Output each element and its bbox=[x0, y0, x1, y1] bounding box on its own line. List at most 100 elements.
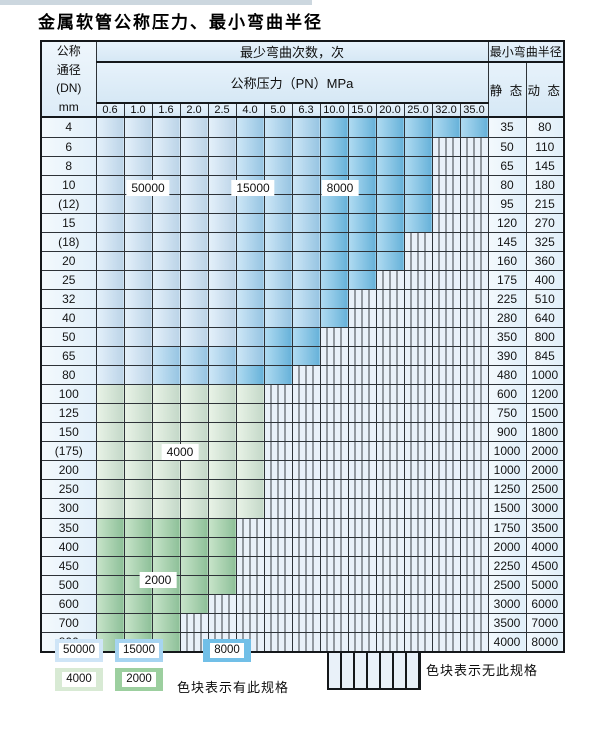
spec-cell bbox=[123, 403, 153, 424]
spec-cell bbox=[207, 212, 237, 233]
spec-cell-none bbox=[403, 384, 433, 405]
dn-cell: 25 bbox=[40, 269, 97, 290]
spec-cell bbox=[347, 136, 377, 157]
spec-cell bbox=[95, 536, 125, 557]
spec-cell bbox=[291, 346, 321, 367]
spec-cell bbox=[123, 269, 153, 290]
spec-cell-none bbox=[291, 631, 321, 653]
spec-cell-none bbox=[431, 536, 461, 557]
spec-cell-none bbox=[431, 307, 461, 329]
spec-cell bbox=[123, 517, 153, 538]
legend-swatch-label: 8000 bbox=[210, 643, 244, 658]
static-radius-cell: 80 bbox=[487, 174, 527, 195]
spec-cell bbox=[431, 116, 461, 138]
spec-cell-none bbox=[263, 422, 293, 443]
spec-cell bbox=[123, 136, 153, 157]
dynamic-radius-cell: 270 bbox=[525, 212, 565, 233]
spec-cell-none bbox=[319, 555, 349, 576]
spec-cell bbox=[263, 136, 293, 157]
spec-cell bbox=[179, 441, 209, 462]
dynamic-radius-cell: 5000 bbox=[525, 574, 565, 595]
static-radius-cell: 600 bbox=[487, 384, 527, 405]
spec-cell-none bbox=[431, 460, 461, 481]
spec-cell-none bbox=[403, 269, 433, 290]
pressure-tick: 15.0 bbox=[347, 102, 377, 119]
spec-cell bbox=[347, 269, 377, 290]
spec-cell bbox=[235, 460, 265, 481]
table-row: 40 280 640 bbox=[40, 307, 565, 329]
spec-cell-none bbox=[375, 631, 405, 653]
dynamic-radius-cell: 400 bbox=[525, 269, 565, 290]
static-radius-cell: 65 bbox=[487, 155, 527, 176]
spec-cell bbox=[291, 327, 321, 348]
dynamic-radius-cell: 110 bbox=[525, 136, 565, 157]
spec-cell bbox=[403, 136, 433, 157]
spec-cell bbox=[123, 212, 153, 233]
spec-cell bbox=[263, 346, 293, 367]
spec-cell-none bbox=[291, 460, 321, 481]
spec-cell bbox=[151, 365, 181, 386]
spec-cell bbox=[151, 498, 181, 519]
spec-cell-none bbox=[263, 460, 293, 481]
spec-cell bbox=[375, 174, 405, 195]
spec-cell bbox=[123, 346, 153, 367]
spec-cell bbox=[291, 269, 321, 290]
spec-cell-none bbox=[459, 174, 489, 195]
dn-header-line: 公称 bbox=[56, 44, 81, 58]
table-row: 100 600 1200 bbox=[40, 384, 565, 405]
spec-cell-none bbox=[207, 612, 237, 633]
spec-cell bbox=[95, 155, 125, 176]
pressure-tick: 2.0 bbox=[179, 102, 209, 119]
spec-cell-none bbox=[319, 460, 349, 481]
spec-cell bbox=[123, 116, 153, 138]
spec-cell bbox=[95, 136, 125, 157]
spec-cell bbox=[319, 231, 349, 252]
spec-cell bbox=[123, 155, 153, 176]
table-row: 150 900 1800 bbox=[40, 422, 565, 443]
dynamic-radius-cell: 2000 bbox=[525, 460, 565, 481]
spec-cell-none bbox=[459, 593, 489, 614]
spec-cell bbox=[319, 307, 349, 329]
pressure-tick: 25.0 bbox=[403, 102, 433, 119]
spec-cell-none bbox=[459, 384, 489, 405]
spec-cell bbox=[375, 212, 405, 233]
spec-cell bbox=[123, 479, 153, 500]
dynamic-radius-cell: 2000 bbox=[525, 441, 565, 462]
spec-cell bbox=[291, 155, 321, 176]
spec-cell-none bbox=[459, 631, 489, 653]
spec-cell bbox=[151, 403, 181, 424]
spec-cell bbox=[235, 403, 265, 424]
spec-cell-none bbox=[347, 536, 377, 557]
spec-cell-none bbox=[459, 307, 489, 329]
spec-cell-none bbox=[319, 612, 349, 633]
spec-cell-none bbox=[291, 384, 321, 405]
spec-cell bbox=[151, 612, 181, 633]
spec-cell-none bbox=[347, 307, 377, 329]
spec-cell-none bbox=[431, 193, 461, 214]
spec-cell bbox=[291, 116, 321, 138]
table-row: 250 1250 2500 bbox=[40, 479, 565, 500]
spec-cell bbox=[179, 460, 209, 481]
static-radius-cell: 2250 bbox=[487, 555, 527, 576]
spec-cell-none bbox=[291, 498, 321, 519]
spec-cell-none bbox=[291, 555, 321, 576]
spec-cell bbox=[207, 327, 237, 348]
spec-cell-none bbox=[431, 174, 461, 195]
spec-cell bbox=[375, 116, 405, 138]
spec-cell bbox=[235, 155, 265, 176]
spec-cell bbox=[123, 593, 153, 614]
spec-cell-none bbox=[459, 460, 489, 481]
dn-cell: 300 bbox=[40, 498, 97, 519]
pressure-header: 公称压力（PN）MPa bbox=[95, 61, 489, 105]
dn-cell: (175) bbox=[40, 441, 97, 462]
table-row: 10 80 180 bbox=[40, 174, 565, 195]
spec-cell bbox=[95, 288, 125, 309]
static-radius-cell: 480 bbox=[487, 365, 527, 386]
spec-cell bbox=[151, 593, 181, 614]
spec-cell bbox=[95, 612, 125, 633]
spec-cell bbox=[207, 269, 237, 290]
static-radius-cell: 1000 bbox=[487, 460, 527, 481]
spec-cell-none bbox=[319, 593, 349, 614]
spec-cell bbox=[123, 174, 153, 195]
spec-cell-none bbox=[431, 288, 461, 309]
